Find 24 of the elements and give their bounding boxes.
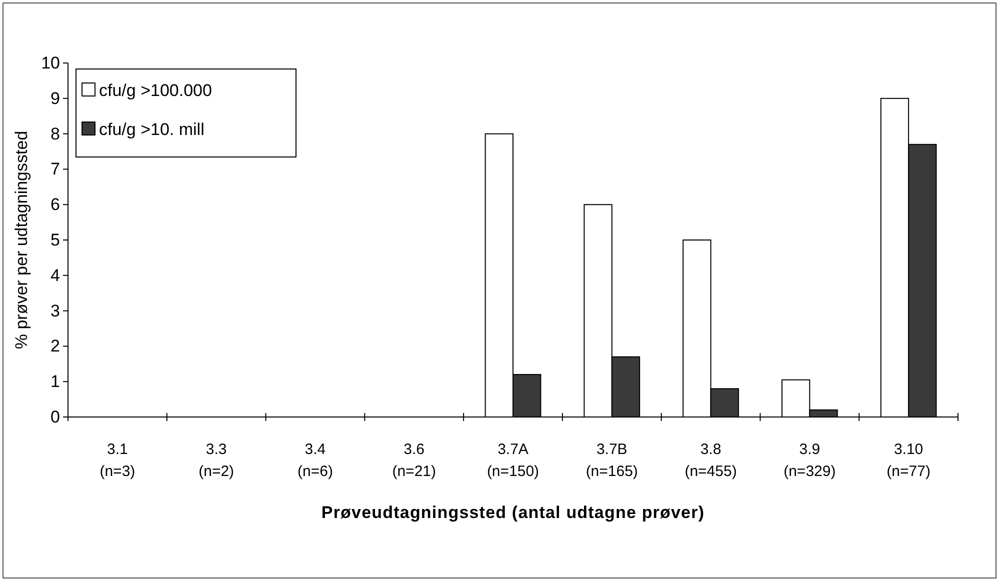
x-tick-label: 3.3 (n=2)	[198, 441, 234, 480]
y-tick-label: 7	[50, 160, 60, 179]
x-tick-label: 3.1 (n=3)	[100, 441, 136, 480]
y-tick-label: 1	[50, 372, 60, 392]
y-tick-label: 0	[50, 407, 60, 426]
y-tick-label: 10	[41, 53, 60, 72]
y-tick-label: 2	[50, 336, 60, 356]
legend-label: cfu/g >100.000	[99, 81, 212, 100]
y-tick-label: 9	[50, 88, 60, 108]
x-tick-label: 3.10 (n=77)	[886, 441, 930, 480]
x-tick-label: 3.9 (n=329)	[784, 441, 836, 480]
legend-label: cfu/g >10. mill	[99, 120, 204, 139]
x-axis-title: Prøveudtagningssted (antal udtagne prøver)	[321, 503, 705, 522]
x-tick-label: 3.6 (n=21)	[392, 441, 436, 480]
y-tick-label: 6	[50, 195, 60, 214]
y-tick-label: 5	[50, 230, 60, 250]
x-tick-label: 3.8 (n=455)	[684, 441, 737, 480]
y-tick-label: 8	[50, 124, 60, 144]
y-tick-label: 4	[50, 266, 60, 285]
y-axis-title: % prøver per udtagningssted	[12, 130, 31, 350]
x-tick-label: 3.7B (n=165)	[586, 441, 638, 480]
x-tick-label: 3.4 (n=6)	[298, 441, 333, 480]
x-tick-label: 3.7A (n=150)	[486, 441, 540, 480]
y-tick-label: 3	[50, 301, 60, 320]
